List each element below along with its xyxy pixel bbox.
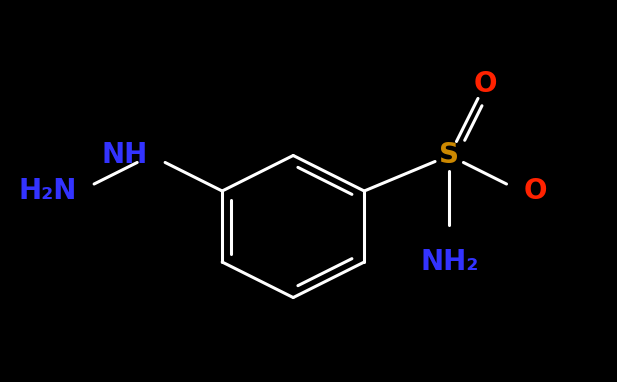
Text: H₂N: H₂N (18, 177, 77, 205)
Text: NH₂: NH₂ (420, 248, 479, 276)
Text: O: O (524, 177, 547, 205)
Text: S: S (439, 141, 460, 170)
Text: NH: NH (101, 141, 147, 170)
Text: O: O (473, 70, 497, 99)
